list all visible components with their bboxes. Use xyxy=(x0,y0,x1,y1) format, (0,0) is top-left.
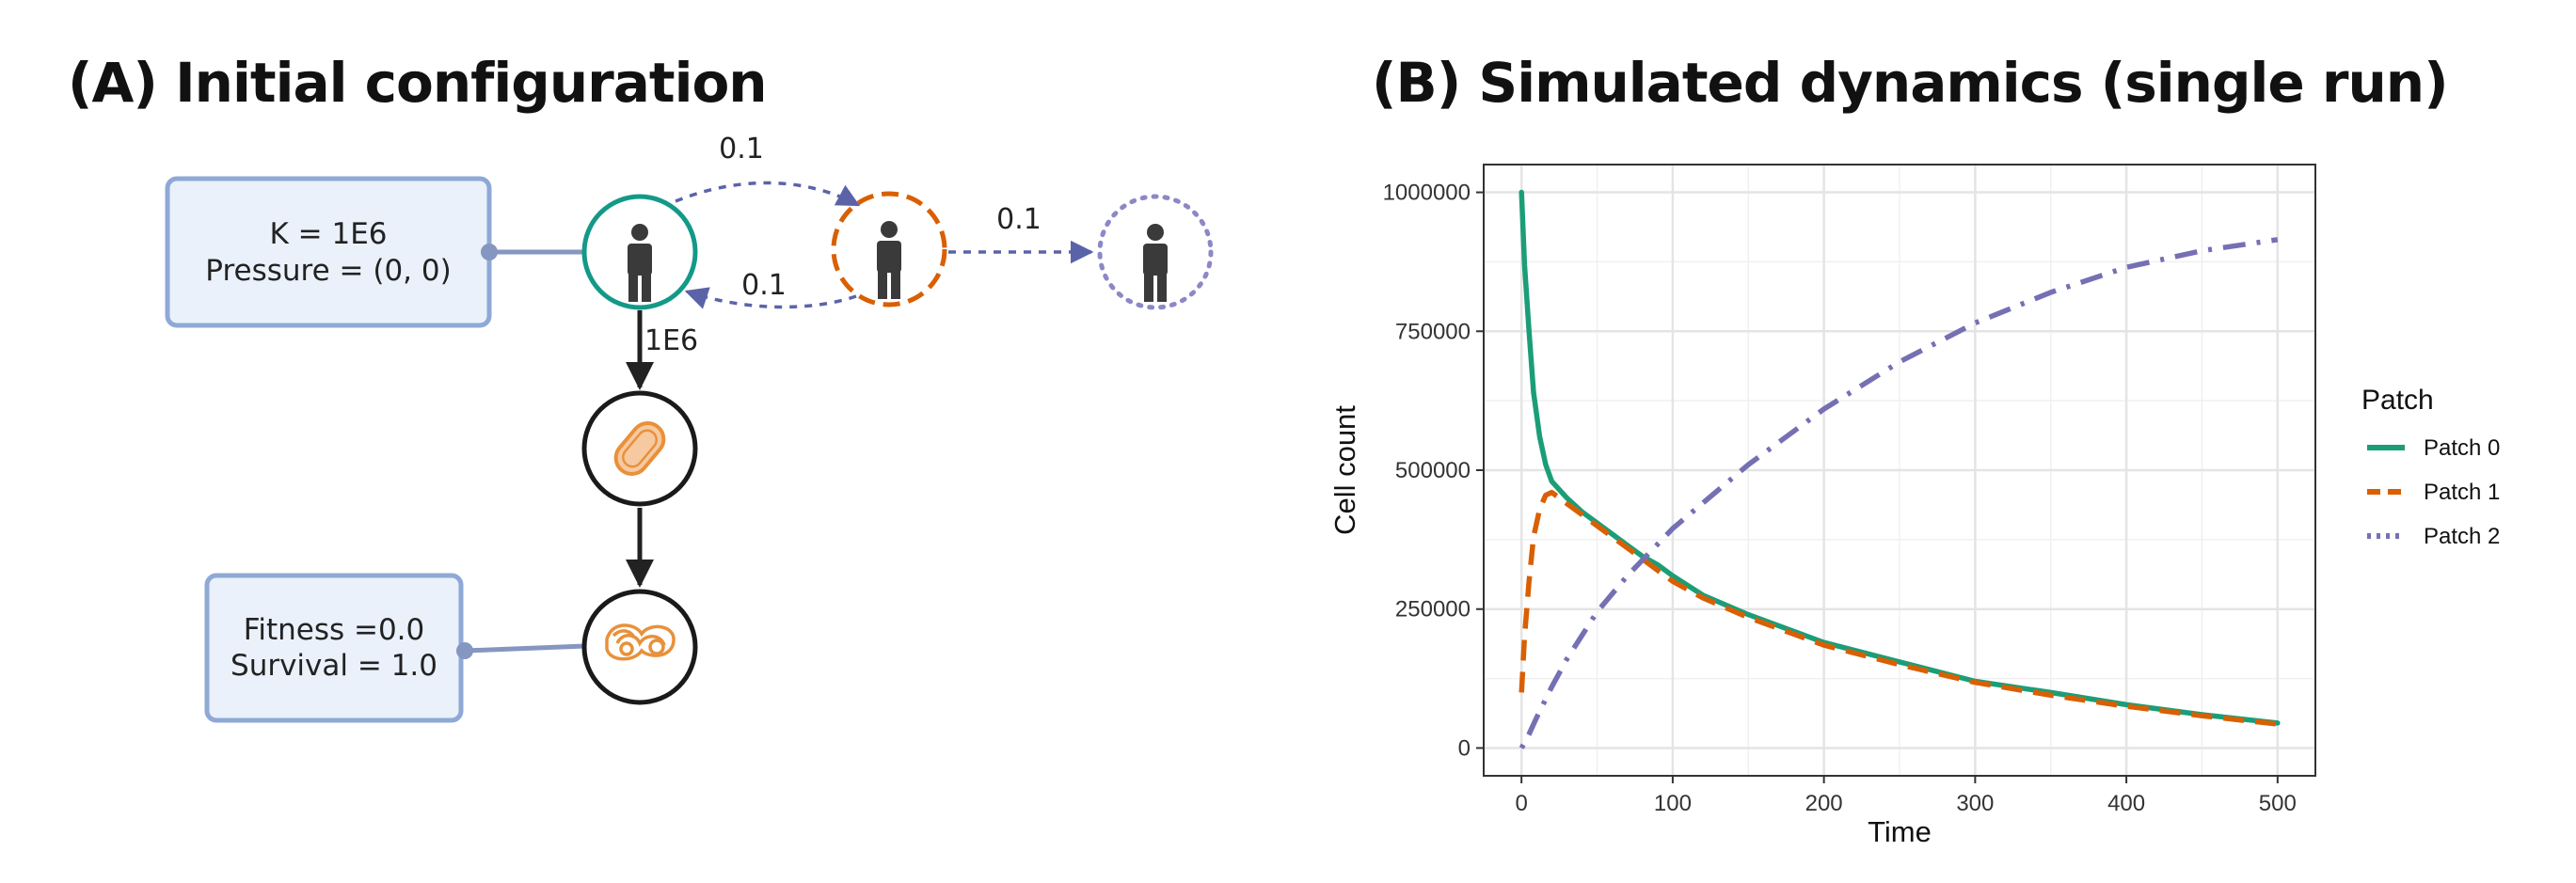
y-axis-title: Cell count xyxy=(1328,405,1361,535)
chart-grid xyxy=(1484,165,2315,776)
series-line-patch-2 xyxy=(1519,237,2279,749)
chart-series xyxy=(1519,189,2281,749)
host-to-bacteria-label: 1E6 xyxy=(644,324,698,357)
dna-strain-icon xyxy=(605,623,676,661)
bacterium-icon xyxy=(613,421,666,476)
configuration-diagram: K = 1E6 Pressure = (0, 0) Fitness =0.0 S… xyxy=(165,133,1214,723)
legend-label-patch-2: Patch 2 xyxy=(2424,524,2500,549)
host-k-label: K = 1E6 xyxy=(269,217,387,251)
panel-a-title: (A) Initial configuration xyxy=(68,51,768,115)
legend-label-patch-1: Patch 1 xyxy=(2424,480,2500,505)
y-tick-label: 0 xyxy=(1458,735,1471,761)
strain-fitness-label: Fitness =0.0 xyxy=(244,613,425,647)
strain-survival-label: Survival = 1.0 xyxy=(231,649,437,683)
migration-rate-1-to-2: 0.1 xyxy=(996,203,1042,236)
legend-label-patch-0: Patch 0 xyxy=(2424,435,2500,461)
chart-legend: Patch Patch 0 Patch 1 Patch 2 xyxy=(2361,385,2500,549)
x-tick-label: 200 xyxy=(1805,791,1843,816)
y-tick-label: 250000 xyxy=(1395,597,1471,623)
x-tick-label: 400 xyxy=(2107,791,2145,816)
x-axis-title: Time xyxy=(1868,815,1932,848)
host-box-connector-dot xyxy=(481,244,498,260)
strain-box-connector xyxy=(464,643,586,654)
series-line-patch-1 xyxy=(1519,489,2279,727)
y-tick-label: 750000 xyxy=(1395,319,1471,344)
x-tick-label: 100 xyxy=(1654,791,1692,816)
chart-axis-ticks: 0 100 200 300 400 500 0 250000 500000 750000 10000… xyxy=(1383,181,2297,816)
y-tick-label: 1000000 xyxy=(1383,181,1471,206)
legend-title: Patch xyxy=(2361,385,2434,416)
x-tick-label: 300 xyxy=(1956,791,1994,816)
migration-arrow-0-to-1 xyxy=(675,181,861,207)
migration-rate-0-to-1: 0.1 xyxy=(719,133,764,166)
x-tick-label: 500 xyxy=(2259,791,2297,816)
x-tick-label: 0 xyxy=(1516,791,1528,816)
migration-arrow-1-to-0 xyxy=(684,287,857,309)
panel-b-title: (B) Simulated dynamics (single run) xyxy=(1372,51,2449,115)
y-tick-label: 500000 xyxy=(1395,458,1471,483)
migration-rate-1-to-0: 0.1 xyxy=(741,269,787,302)
host-pressure-label: Pressure = (0, 0) xyxy=(205,254,451,288)
strain-node xyxy=(581,589,698,705)
strain-box-connector-dot xyxy=(456,642,473,659)
